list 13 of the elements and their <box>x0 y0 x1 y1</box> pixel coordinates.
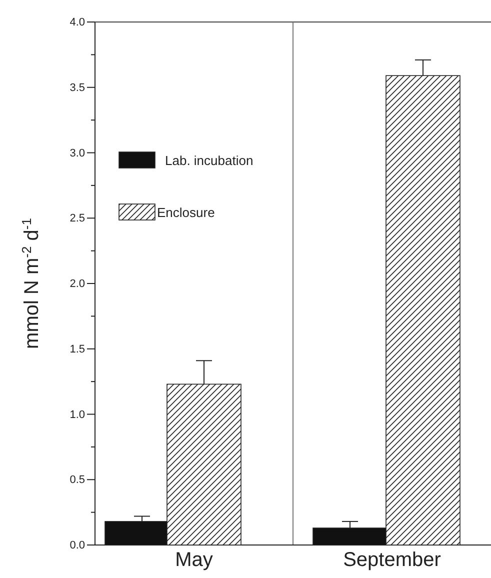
x-tick-label: September <box>343 549 442 571</box>
y-tick-label: 4.0 <box>70 16 85 29</box>
y-tick-label: 3.5 <box>70 82 85 94</box>
y-tick-label: 3.0 <box>70 147 85 160</box>
legend-label: Lab. incubation <box>165 153 254 168</box>
y-tick-label: 0.5 <box>70 474 85 486</box>
y-tick-label: 0.0 <box>70 540 85 552</box>
y-tick-label: 2.5 <box>70 212 85 225</box>
y-tick-label: 1.5 <box>70 343 85 356</box>
y-tick-label: 1.0 <box>70 408 85 421</box>
x-tick-label: May <box>175 549 213 571</box>
y-tick-label: 2.0 <box>70 278 85 290</box>
legend-label: Enclosure <box>157 205 215 220</box>
